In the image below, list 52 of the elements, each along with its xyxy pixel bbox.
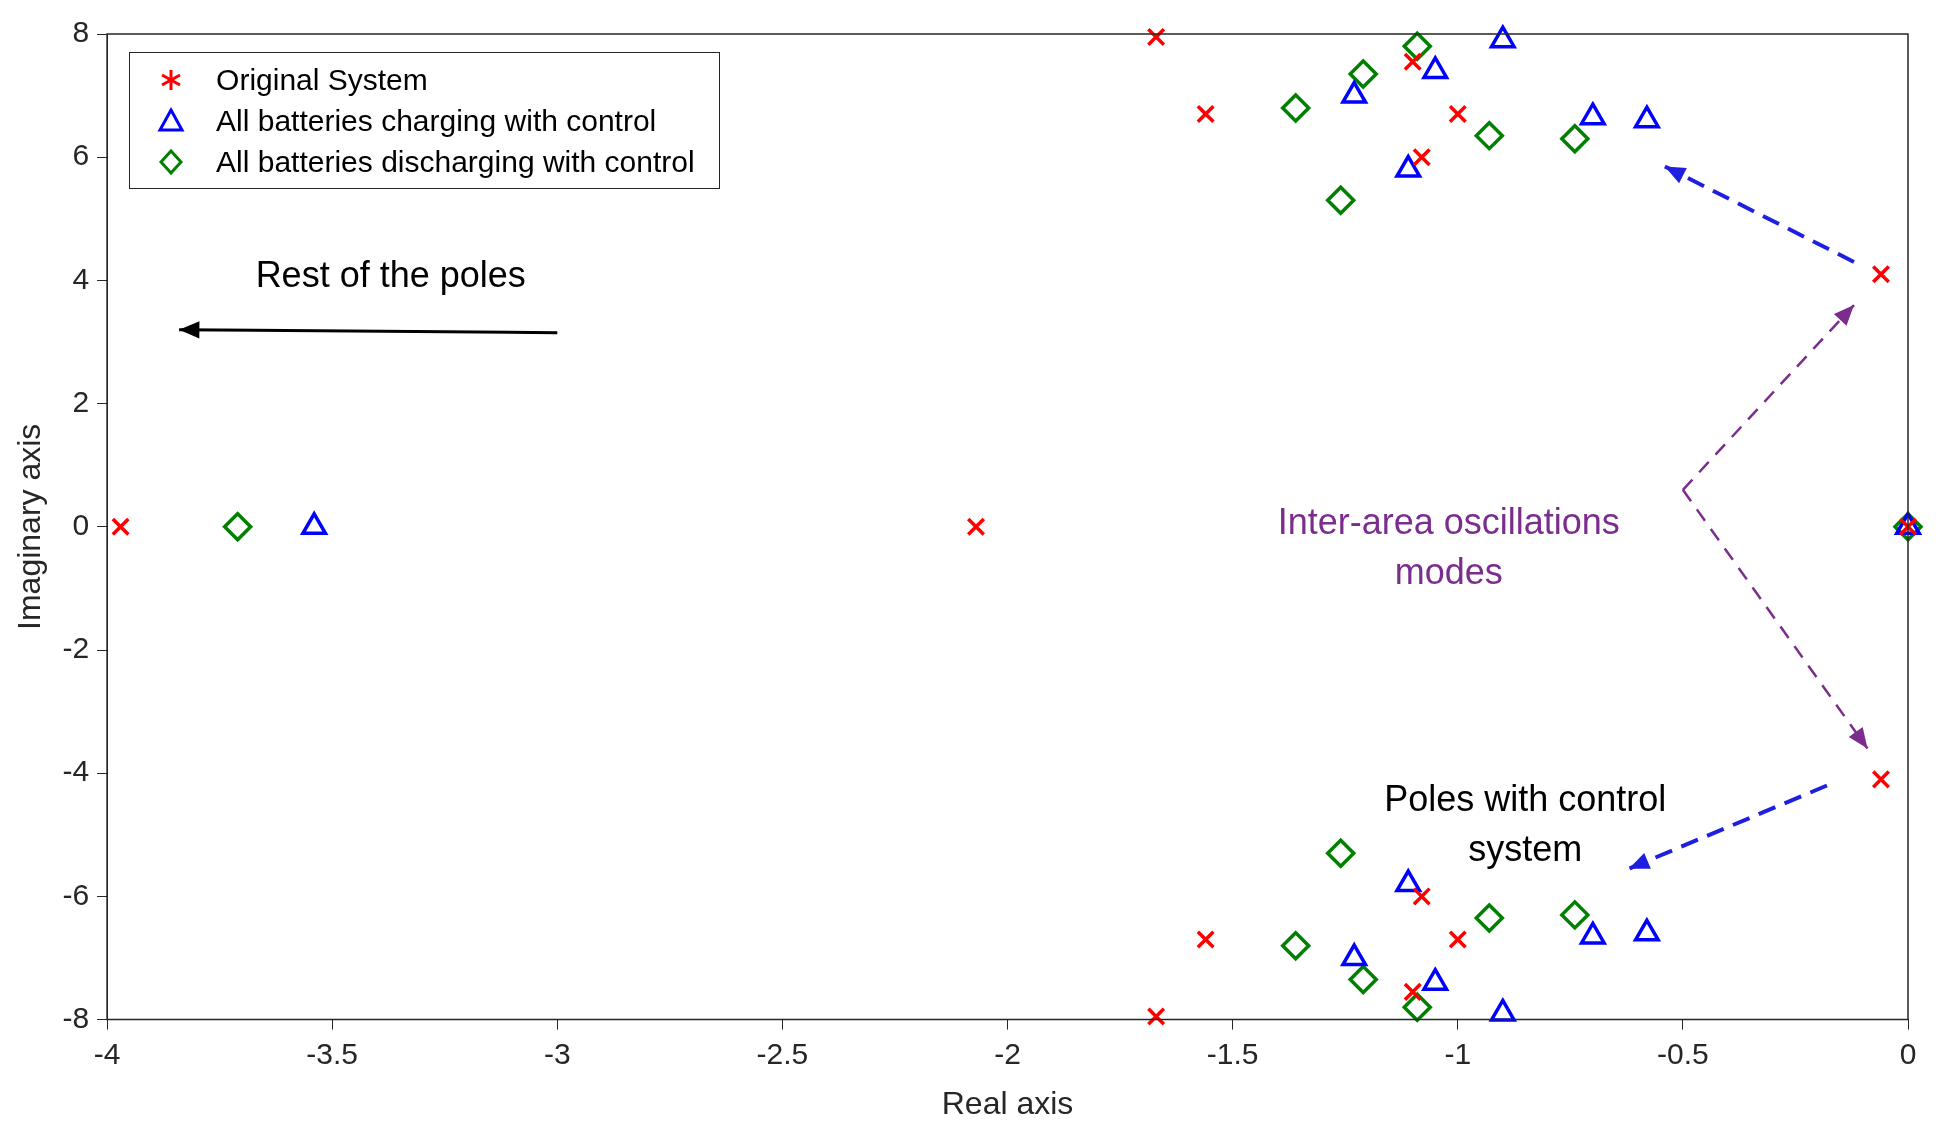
- point: [1403, 982, 1423, 1002]
- point: [1412, 886, 1432, 906]
- annotation: Poles with control system: [1383, 776, 1668, 871]
- point: [1871, 769, 1891, 789]
- x-tick-label: -2: [994, 1036, 1021, 1070]
- point: [1280, 930, 1311, 961]
- legend-label: Original System: [216, 62, 428, 98]
- legend-label: All batteries charging with control: [216, 103, 657, 139]
- y-tick-label: 6: [72, 138, 90, 172]
- x-tick-label: -1: [1444, 1036, 1472, 1070]
- point: [1412, 147, 1432, 167]
- point: [1146, 27, 1166, 47]
- point: [1196, 104, 1216, 124]
- point: [1280, 93, 1311, 123]
- annotation: Inter-area oscillations modes: [1276, 499, 1621, 594]
- y-tick-label: -2: [62, 631, 90, 665]
- point: [111, 517, 131, 537]
- point: [1403, 52, 1423, 72]
- point: [1196, 929, 1216, 950]
- y-tick-label: 0: [72, 508, 90, 542]
- legend-label: All batteries discharging with control: [216, 144, 695, 180]
- y-tick-label: -6: [62, 877, 90, 911]
- point: [1348, 964, 1378, 995]
- y-tick-label: -4: [62, 754, 90, 788]
- point: [1474, 120, 1505, 151]
- point: [1325, 185, 1356, 216]
- y-tick-label: 2: [72, 384, 90, 418]
- x-tick-label: -4: [93, 1036, 121, 1070]
- point: [1348, 59, 1378, 89]
- annotation: Rest of the poles: [254, 253, 527, 298]
- y-axis-title: Imaginary axis: [11, 423, 48, 630]
- point: [966, 517, 986, 537]
- point: [1325, 838, 1356, 869]
- x-tick-label: -2.5: [756, 1036, 809, 1070]
- x-tick-label: -3: [543, 1036, 571, 1070]
- x-tick-label: -3.5: [306, 1036, 359, 1070]
- y-tick-label: 8: [72, 15, 90, 49]
- point: [222, 512, 253, 542]
- y-tick-label: 4: [72, 261, 90, 295]
- point: [1402, 31, 1432, 62]
- point: [1448, 929, 1468, 950]
- y-tick-label: -8: [62, 1000, 90, 1034]
- point: [1448, 104, 1468, 124]
- x-tick-label: -0.5: [1657, 1036, 1709, 1070]
- x-tick-label: 0: [1899, 1036, 1917, 1070]
- point: [1871, 264, 1891, 284]
- point: [1146, 1006, 1166, 1027]
- point: [1560, 123, 1590, 154]
- x-axis-title: Real axis: [941, 1084, 1074, 1121]
- point: [1560, 900, 1590, 930]
- point: [1474, 903, 1505, 933]
- x-tick-label: -1.5: [1206, 1036, 1259, 1070]
